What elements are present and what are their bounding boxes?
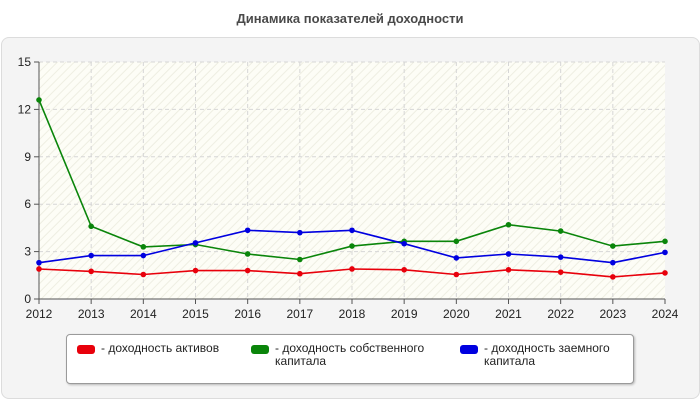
data-point bbox=[297, 270, 303, 277]
x-tick-label: 2019 bbox=[391, 307, 418, 321]
series-group bbox=[36, 97, 668, 280]
x-tick-label: 2020 bbox=[443, 307, 470, 321]
data-point bbox=[192, 240, 199, 246]
chart-title: Динамика показателей доходности bbox=[236, 11, 464, 26]
data-point bbox=[36, 266, 42, 272]
data-point bbox=[453, 255, 460, 261]
data-point bbox=[557, 228, 564, 234]
legend-label: - доходность собственного капитала bbox=[275, 341, 425, 368]
data-point bbox=[244, 267, 251, 274]
data-point bbox=[36, 259, 42, 266]
data-point bbox=[88, 252, 94, 259]
legend-label: - доходность активов bbox=[101, 341, 220, 355]
y-tick-label: 12 bbox=[18, 102, 32, 116]
data-point bbox=[557, 254, 564, 260]
data-point bbox=[244, 227, 251, 234]
data-point bbox=[610, 243, 616, 249]
legend: - доходность активов - доходность собстве… bbox=[66, 334, 634, 384]
data-point bbox=[140, 252, 147, 259]
data-point bbox=[505, 251, 512, 257]
x-tick-label: 2015 bbox=[182, 307, 209, 321]
data-point bbox=[610, 259, 616, 266]
data-point bbox=[349, 227, 355, 234]
data-point bbox=[140, 244, 147, 250]
data-point bbox=[662, 249, 668, 256]
x-tick-label: 2012 bbox=[26, 307, 53, 321]
data-point bbox=[88, 223, 94, 230]
data-point bbox=[192, 267, 199, 274]
x-tick-label: 2018 bbox=[339, 307, 366, 321]
legend-label: - доходность заемного капитала bbox=[484, 341, 610, 368]
x-tick-label: 2024 bbox=[652, 307, 679, 321]
data-point bbox=[88, 268, 94, 275]
x-tick-label: 2013 bbox=[78, 307, 105, 321]
x-tick-label: 2022 bbox=[547, 307, 574, 321]
y-tick-label: 15 bbox=[18, 55, 32, 69]
x-tick-label: 2017 bbox=[286, 307, 313, 321]
y-tick-label: 9 bbox=[24, 150, 31, 164]
legend-swatch bbox=[77, 345, 95, 354]
data-point bbox=[505, 221, 512, 228]
data-point bbox=[401, 266, 407, 273]
data-point bbox=[453, 271, 460, 278]
data-point bbox=[662, 238, 668, 245]
legend-item-0: - доходность активов bbox=[77, 342, 237, 355]
data-point bbox=[557, 269, 564, 275]
data-point bbox=[140, 271, 147, 278]
data-point bbox=[297, 229, 303, 236]
legend-item-1: - доходность собственного капитала bbox=[251, 342, 441, 368]
x-tick-label: 2014 bbox=[130, 307, 157, 321]
legend-swatch bbox=[251, 345, 269, 354]
data-point bbox=[349, 243, 355, 249]
data-point bbox=[244, 251, 251, 257]
data-point bbox=[610, 274, 616, 280]
data-point bbox=[349, 266, 355, 272]
data-point bbox=[662, 270, 668, 276]
legend-item-2: - доходность заемного капитала bbox=[460, 342, 620, 368]
grid-lines bbox=[39, 61, 665, 299]
y-tick-label: 6 bbox=[24, 197, 31, 211]
y-tick-label: 3 bbox=[24, 245, 31, 259]
y-tick-label: 0 bbox=[24, 292, 31, 306]
data-point bbox=[505, 266, 512, 273]
x-tick-label: 2016 bbox=[234, 307, 261, 321]
tick-labels: 2012 2013 2014 2015 2016 2017 2018 2019 2020 2021… bbox=[18, 55, 679, 321]
x-tick-label: 2023 bbox=[599, 307, 626, 321]
data-point bbox=[297, 256, 303, 263]
legend-swatch bbox=[460, 345, 478, 354]
data-point bbox=[401, 240, 407, 247]
data-point bbox=[36, 97, 42, 103]
x-tick-label: 2021 bbox=[495, 307, 522, 321]
data-point bbox=[453, 238, 460, 245]
